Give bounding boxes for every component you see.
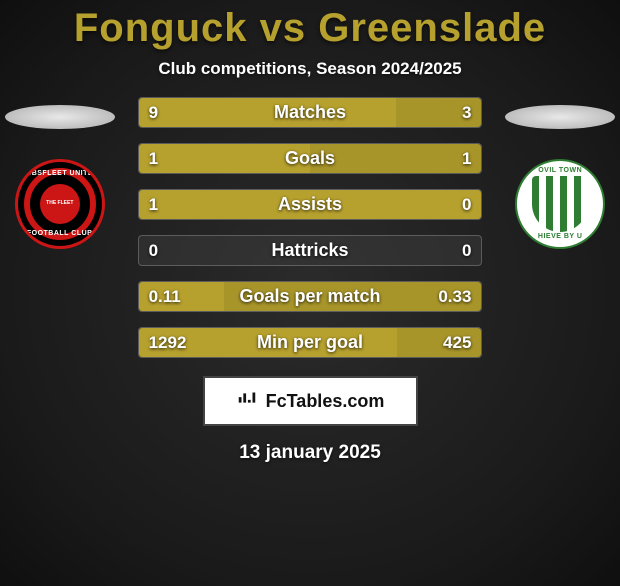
right-crest-top-text: OVIL TOWN (517, 167, 603, 175)
left-crest-bottom-text: FOOTBALL CLUB (18, 230, 102, 238)
right-crest-stripes (532, 176, 588, 232)
footer-brand-badge: FcTables.com (203, 376, 418, 426)
bar-label: Min per goal (139, 328, 482, 357)
left-crest-top-text: EBBSFLEET UNITED (18, 170, 102, 178)
bar-label: Goals (139, 144, 482, 173)
chart-icon (236, 387, 258, 415)
stat-row-min-per-goal: 1292425Min per goal (138, 327, 483, 358)
right-team-crest: OVIL TOWN HIEVE BY U (515, 159, 605, 249)
left-shadow-ellipse (5, 105, 115, 129)
right-shadow-ellipse (505, 105, 615, 129)
right-team-column: OVIL TOWN HIEVE BY U (500, 97, 620, 249)
left-crest-ring: THE FLEET (24, 168, 96, 240)
stat-row-hattricks: 00Hattricks (138, 235, 483, 266)
bar-label: Matches (139, 98, 482, 127)
left-crest-center: THE FLEET (40, 184, 80, 224)
stat-row-goals: 11Goals (138, 143, 483, 174)
bar-label: Assists (139, 190, 482, 219)
left-team-crest: EBBSFLEET UNITED THE FLEET FOOTBALL CLUB (15, 159, 105, 249)
subtitle: Club competitions, Season 2024/2025 (0, 59, 620, 79)
date-text: 13 january 2025 (0, 442, 620, 464)
right-crest-bottom-text: HIEVE BY U (517, 233, 603, 241)
stat-row-goals-per-match: 0.110.33Goals per match (138, 281, 483, 312)
comparison-content: EBBSFLEET UNITED THE FLEET FOOTBALL CLUB… (0, 97, 620, 358)
bar-label: Hattricks (139, 236, 482, 265)
left-team-column: EBBSFLEET UNITED THE FLEET FOOTBALL CLUB (0, 97, 120, 249)
stat-row-matches: 93Matches (138, 97, 483, 128)
footer-brand-text: FcTables.com (266, 391, 385, 412)
bar-label: Goals per match (139, 282, 482, 311)
stat-bars: 93Matches 11Goals 10Assists 00Hattricks 0.11… (138, 97, 483, 358)
page-title: Fonguck vs Greenslade (0, 6, 620, 51)
stat-row-assists: 10Assists (138, 189, 483, 220)
